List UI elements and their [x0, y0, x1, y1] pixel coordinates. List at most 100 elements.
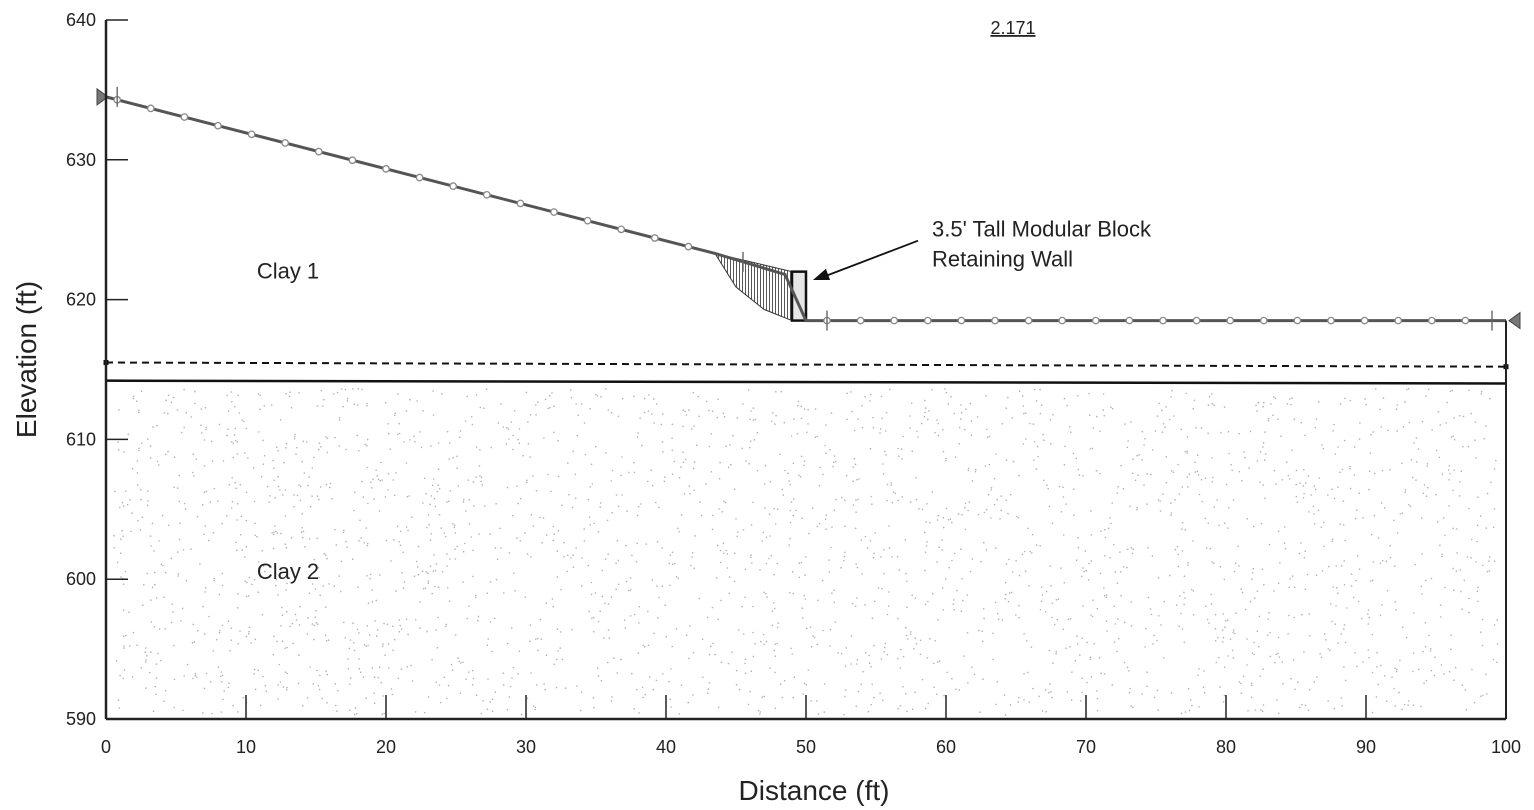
texture-dot [697, 395, 699, 398]
texture-dot [1301, 613, 1303, 616]
texture-dot [744, 672, 747, 675]
texture-dot [433, 497, 436, 500]
texture-dot [1198, 493, 1201, 496]
texture-dot [210, 681, 212, 683]
texture-dot [543, 683, 545, 685]
texture-dot [559, 631, 562, 633]
texture-dot [145, 687, 147, 689]
texture-dot [577, 414, 579, 417]
texture-dot [1177, 463, 1179, 466]
ground-node [684, 242, 693, 251]
texture-dot [843, 713, 845, 716]
texture-dot [1004, 581, 1007, 584]
texture-dot [852, 504, 855, 506]
texture-dot [264, 684, 267, 687]
texture-dot [1381, 469, 1384, 472]
texture-dot [774, 523, 777, 525]
texture-dot [790, 435, 793, 437]
texture-dot [911, 594, 913, 597]
texture-dot [506, 642, 509, 645]
texture-dot [438, 514, 441, 516]
texture-dot [147, 438, 149, 440]
texture-dot [1277, 582, 1280, 584]
texture-dot [417, 545, 420, 548]
texture-dot [475, 476, 477, 479]
texture-dot [460, 662, 462, 664]
texture-dot [236, 519, 238, 521]
texture-dot [675, 576, 678, 578]
texture-dot [219, 629, 221, 632]
texture-dot [707, 688, 710, 690]
texture-dot [497, 422, 500, 424]
texture-dot [1349, 487, 1352, 490]
texture-dot [316, 669, 318, 672]
texture-dot [734, 552, 736, 554]
texture-dot [1224, 522, 1226, 524]
texture-dot [1278, 712, 1280, 715]
texture-dot [966, 594, 969, 596]
texture-dot [1313, 485, 1316, 487]
texture-dot [777, 622, 779, 624]
texture-dot [945, 391, 947, 394]
x-tick-label: 70 [1076, 737, 1096, 757]
texture-dot [553, 405, 555, 408]
texture-dot [1308, 511, 1310, 513]
texture-dot [1047, 487, 1049, 490]
texture-dot [599, 610, 601, 612]
texture-dot [1081, 637, 1083, 639]
texture-dot [1289, 398, 1291, 400]
texture-dot [1337, 486, 1339, 488]
texture-dot [620, 474, 622, 477]
texture-dot [906, 606, 908, 609]
texture-dot [948, 566, 950, 569]
texture-dot [1332, 430, 1334, 432]
texture-dot [1187, 687, 1190, 690]
texture-dot [971, 666, 973, 669]
texture-dot [390, 688, 393, 690]
texture-dot [673, 460, 676, 463]
texture-dot [1449, 390, 1452, 393]
texture-dot [883, 549, 885, 551]
texture-dot [864, 535, 867, 538]
texture-dot [1356, 665, 1358, 668]
texture-dot [982, 640, 984, 642]
texture-dot [256, 535, 258, 538]
texture-dot [1365, 403, 1367, 406]
texture-dot [926, 503, 928, 505]
texture-dot [314, 588, 317, 590]
ground-node [923, 316, 932, 325]
texture-dot [923, 531, 926, 534]
texture-dot [1219, 686, 1221, 688]
texture-dot [193, 641, 196, 643]
texture-dot [1398, 691, 1400, 694]
texture-dot [792, 498, 795, 501]
texture-dot [754, 642, 756, 645]
texture-dot [529, 640, 531, 643]
texture-dot [158, 464, 160, 466]
texture-dot [482, 700, 484, 702]
texture-dot [800, 455, 803, 458]
texture-dot [1208, 395, 1211, 398]
texture-dot [230, 391, 233, 393]
texture-dot [1075, 457, 1078, 460]
texture-dot [176, 487, 179, 489]
texture-dot [1350, 573, 1353, 575]
texture-dot [1480, 390, 1483, 393]
texture-dot [801, 607, 804, 609]
texture-dot [572, 566, 575, 568]
texture-dot [868, 654, 870, 657]
texture-dot [236, 441, 238, 443]
texture-dot [1273, 469, 1276, 472]
texture-dot [213, 487, 215, 490]
texture-dot [1025, 412, 1027, 414]
texture-dot [928, 410, 930, 412]
texture-dot [277, 698, 279, 700]
texture-dot [231, 500, 234, 503]
texture-dot [465, 510, 467, 512]
texture-dot [398, 541, 400, 543]
texture-dot [960, 412, 963, 414]
texture-dot [1063, 463, 1066, 466]
texture-dot [140, 666, 143, 669]
texture-dot [1005, 593, 1007, 596]
texture-dot [934, 640, 936, 642]
